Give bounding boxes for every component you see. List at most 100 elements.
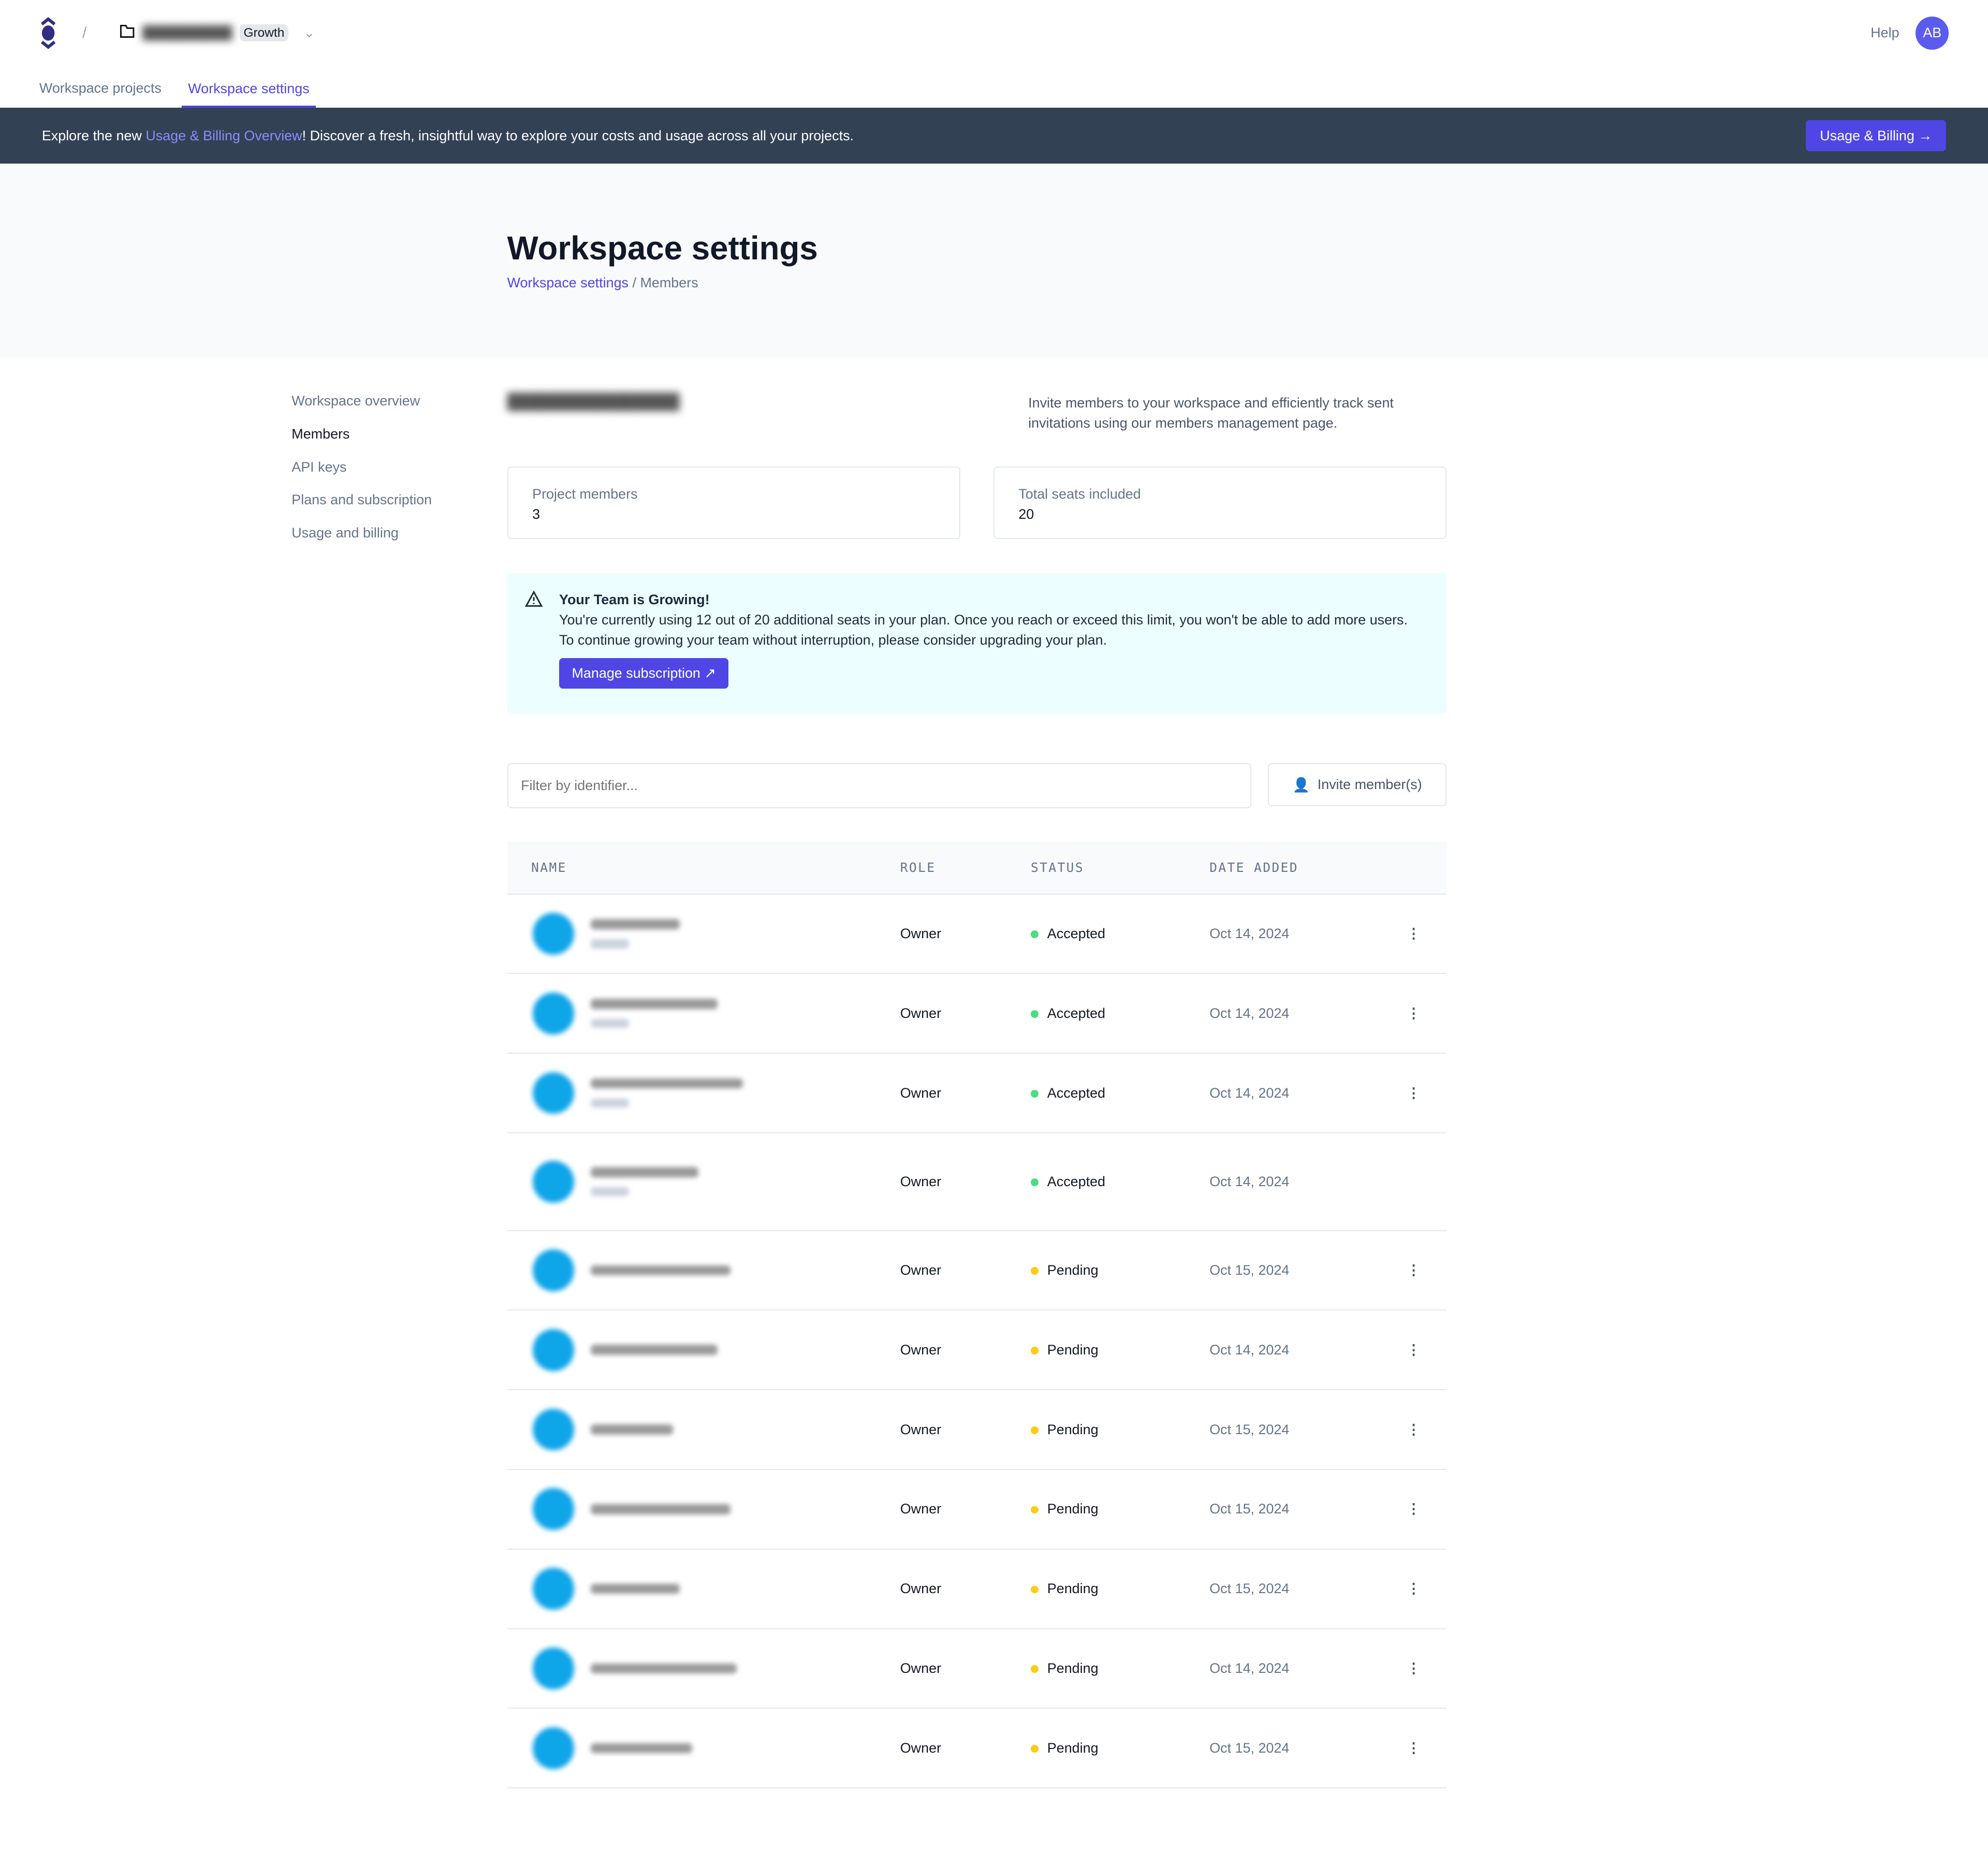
member-redacted: [508, 992, 898, 1034]
member-avatar: [532, 992, 575, 1034]
column-date-added[interactable]: DATE ADDED: [1208, 841, 1381, 895]
sidebar-item-workspace-overview[interactable]: Workspace overview: [291, 393, 420, 409]
member-status: Pending: [1029, 1549, 1208, 1629]
project-switcher[interactable]: ██████████ Growth ⌄: [120, 24, 315, 42]
usage-billing-overview-link[interactable]: Usage & Billing Overview: [145, 127, 302, 143]
external-link-icon: ↗: [704, 665, 716, 681]
members-description: Invite members to your workspace and eff…: [1028, 395, 1394, 431]
member-redacted: [508, 913, 898, 955]
member-avatar: [532, 1160, 575, 1203]
table-row[interactable]: Owner Pending Oct 15, 2024 ⋮: [507, 1708, 1447, 1789]
member-role: Owner: [899, 1549, 1030, 1629]
member-avatar: [532, 1329, 575, 1371]
invite-members-button[interactable]: 👤 Invite member(s): [1268, 763, 1447, 807]
more-options-icon[interactable]: ⋮: [1407, 1342, 1421, 1358]
member-redacted: [508, 1072, 898, 1114]
status-dot: [1030, 1665, 1039, 1673]
tab-workspace-projects[interactable]: Workspace projects: [39, 80, 162, 96]
page-header: Workspace settings Workspace settings / …: [0, 163, 1988, 358]
member-redacted: [508, 1488, 898, 1530]
more-options-icon[interactable]: ⋮: [1407, 1085, 1421, 1101]
member-redacted: [508, 1727, 898, 1769]
member-status: Pending: [1029, 1230, 1208, 1311]
member-date-added: Oct 14, 2024: [1208, 1310, 1381, 1391]
more-options-icon[interactable]: ⋮: [1407, 1262, 1421, 1278]
member-date-added: Oct 14, 2024: [1208, 1053, 1381, 1133]
member-date-added: Oct 14, 2024: [1208, 1628, 1381, 1709]
status-dot: [1030, 1347, 1039, 1354]
sidebar-item-members[interactable]: Members: [291, 426, 350, 442]
sidebar-item-plans[interactable]: Plans and subscription: [291, 492, 432, 508]
stat-total-seats: Total seats included 20: [993, 466, 1447, 539]
table-row[interactable]: Owner Accepted Oct 14, 2024 ⋮: [507, 1053, 1447, 1133]
member-avatar: [532, 1568, 575, 1610]
logo-icon[interactable]: [39, 17, 57, 50]
more-options-icon[interactable]: ⋮: [1407, 1501, 1421, 1517]
table-row[interactable]: Owner Accepted Oct 14, 2024: [507, 1132, 1447, 1231]
member-role: Owner: [899, 973, 1030, 1054]
tab-workspace-settings[interactable]: Workspace settings: [182, 81, 316, 108]
table-row[interactable]: Owner Pending Oct 14, 2024 ⋮: [507, 1628, 1447, 1709]
member-status: Pending: [1029, 1310, 1208, 1391]
member-avatar: [532, 913, 575, 955]
member-status: Pending: [1029, 1708, 1208, 1789]
member-date-added: Oct 15, 2024: [1208, 1708, 1381, 1789]
filter-input[interactable]: [507, 763, 1252, 809]
chevron-down-icon[interactable]: ⌄: [303, 25, 315, 41]
member-role: Owner: [899, 1469, 1030, 1550]
member-redacted: [508, 1329, 898, 1371]
user-plus-icon: 👤: [1292, 777, 1310, 793]
column-role[interactable]: ROLE: [899, 841, 1030, 895]
member-redacted: [508, 1648, 898, 1689]
table-row[interactable]: Owner Pending Oct 14, 2024 ⋮: [507, 1310, 1447, 1391]
member-role: Owner: [899, 1053, 1030, 1133]
member-avatar: [532, 1488, 575, 1530]
table-row[interactable]: Owner Pending Oct 15, 2024 ⋮: [507, 1469, 1447, 1550]
table-row[interactable]: Owner Pending Oct 15, 2024 ⋮: [507, 1390, 1447, 1470]
member-avatar: [532, 1408, 575, 1451]
member-redacted: [508, 1408, 898, 1451]
column-status[interactable]: STATUS: [1029, 841, 1208, 895]
more-options-icon[interactable]: ⋮: [1407, 1005, 1421, 1021]
member-avatar: [532, 1648, 575, 1689]
seat-usage-alert: Your Team is Growing! You're currently u…: [507, 573, 1447, 714]
table-row[interactable]: Owner Pending Oct 15, 2024 ⋮: [507, 1230, 1447, 1311]
alert-title: Your Team is Growing!: [559, 591, 710, 607]
alert-body: You're currently using 12 out of 20 addi…: [559, 611, 1408, 648]
member-role: Owner: [899, 1132, 1030, 1231]
member-date-added: Oct 14, 2024: [1208, 894, 1381, 974]
more-options-icon[interactable]: ⋮: [1407, 1740, 1421, 1756]
member-role: Owner: [899, 894, 1030, 974]
table-row[interactable]: Owner Pending Oct 15, 2024 ⋮: [507, 1549, 1447, 1629]
more-options-icon[interactable]: ⋮: [1407, 1660, 1421, 1676]
status-dot: [1030, 1506, 1039, 1514]
more-options-icon[interactable]: ⋮: [1407, 925, 1421, 941]
member-role: Owner: [899, 1230, 1030, 1311]
sidebar-item-api-keys[interactable]: API keys: [291, 459, 347, 475]
member-avatar: [532, 1727, 575, 1769]
breadcrumb-separator: /: [82, 24, 87, 41]
member-status: Pending: [1029, 1469, 1208, 1550]
status-dot: [1030, 1745, 1039, 1753]
banner-text: Explore the new Usage & Billing Overview…: [41, 127, 854, 143]
member-role: Owner: [899, 1390, 1030, 1470]
settings-sidebar: Workspace overview Members API keys Plan…: [291, 393, 432, 558]
member-status: Accepted: [1029, 1053, 1208, 1133]
column-name[interactable]: NAME: [507, 841, 899, 895]
breadcrumb-workspace-settings[interactable]: Workspace settings: [507, 274, 629, 290]
member-role: Owner: [899, 1708, 1030, 1789]
help-link[interactable]: Help: [1870, 25, 1899, 41]
usage-billing-button[interactable]: Usage & Billing →: [1806, 120, 1947, 152]
user-avatar[interactable]: AB: [1916, 16, 1949, 50]
more-options-icon[interactable]: ⋮: [1407, 1581, 1421, 1597]
member-status: Accepted: [1029, 1132, 1208, 1231]
sidebar-item-usage-billing[interactable]: Usage and billing: [291, 524, 399, 541]
member-status: Accepted: [1029, 894, 1208, 974]
table-row[interactable]: Owner Accepted Oct 14, 2024 ⋮: [507, 973, 1447, 1054]
more-options-icon[interactable]: ⋮: [1407, 1421, 1421, 1437]
manage-subscription-button[interactable]: Manage subscription ↗: [559, 658, 729, 689]
status-dot: [1030, 930, 1039, 938]
table-row[interactable]: Owner Accepted Oct 14, 2024 ⋮: [507, 894, 1447, 974]
member-date-added: Oct 14, 2024: [1208, 1132, 1381, 1231]
member-avatar: [532, 1249, 575, 1291]
